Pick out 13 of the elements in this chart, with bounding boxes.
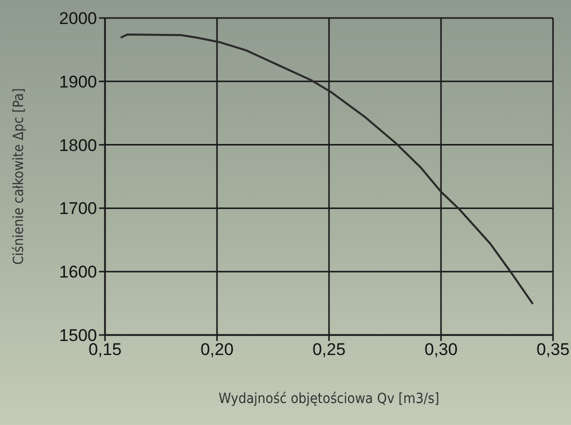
y-tick-label: 1600 (59, 262, 97, 282)
y-axis-title: Ciśnienie całkowite Δpc [Pa] (10, 88, 27, 265)
x-tick-label: 0,15 (88, 340, 122, 360)
x-tick-label: 0,30 (424, 340, 458, 360)
line-series (120, 33, 534, 305)
x-tick-label: 0,35 (536, 340, 570, 360)
y-tick-label: 1700 (59, 199, 97, 218)
y-tick-label: 1900 (59, 72, 97, 92)
x-tick-label: 0,25 (312, 340, 346, 360)
x-axis-title: Wydajność objętościowa Qv [m3/s] (218, 391, 440, 407)
y-tick-label: 2000 (59, 9, 97, 28)
y-tick-label: 1800 (59, 136, 97, 155)
x-tick-label: 0,20 (200, 340, 234, 360)
